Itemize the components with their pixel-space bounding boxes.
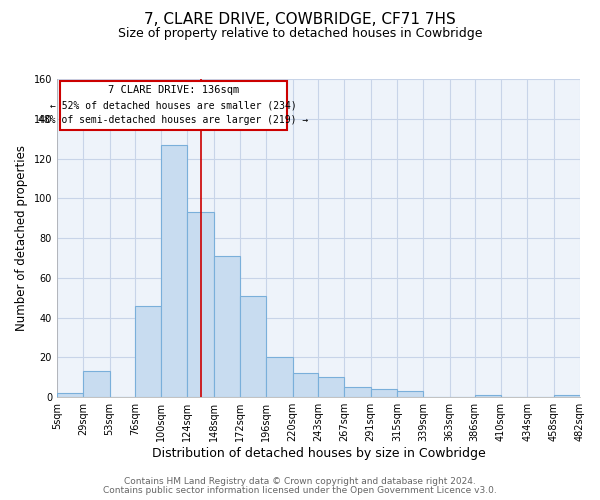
Text: Contains HM Land Registry data © Crown copyright and database right 2024.: Contains HM Land Registry data © Crown c… bbox=[124, 477, 476, 486]
Bar bbox=[187, 212, 214, 397]
Bar bbox=[135, 306, 161, 397]
Text: 7 CLARE DRIVE: 136sqm: 7 CLARE DRIVE: 136sqm bbox=[107, 86, 239, 96]
Bar bbox=[57, 393, 83, 397]
Bar bbox=[240, 296, 266, 397]
Bar bbox=[344, 388, 371, 397]
Text: Contains public sector information licensed under the Open Government Licence v3: Contains public sector information licen… bbox=[103, 486, 497, 495]
Bar bbox=[475, 395, 501, 397]
Text: 7, CLARE DRIVE, COWBRIDGE, CF71 7HS: 7, CLARE DRIVE, COWBRIDGE, CF71 7HS bbox=[144, 12, 456, 28]
Bar bbox=[293, 374, 318, 397]
Text: ← 52% of detached houses are smaller (234): ← 52% of detached houses are smaller (23… bbox=[50, 100, 296, 110]
Y-axis label: Number of detached properties: Number of detached properties bbox=[15, 145, 28, 331]
FancyBboxPatch shape bbox=[59, 80, 287, 130]
Text: Size of property relative to detached houses in Cowbridge: Size of property relative to detached ho… bbox=[118, 28, 482, 40]
Bar bbox=[266, 358, 293, 397]
Bar bbox=[161, 144, 187, 397]
Bar bbox=[371, 390, 397, 397]
X-axis label: Distribution of detached houses by size in Cowbridge: Distribution of detached houses by size … bbox=[152, 447, 485, 460]
Bar bbox=[83, 372, 110, 397]
Bar bbox=[318, 378, 344, 397]
Bar bbox=[554, 395, 580, 397]
Bar bbox=[397, 391, 423, 397]
Bar bbox=[214, 256, 240, 397]
Text: 48% of semi-detached houses are larger (219) →: 48% of semi-detached houses are larger (… bbox=[38, 115, 308, 125]
